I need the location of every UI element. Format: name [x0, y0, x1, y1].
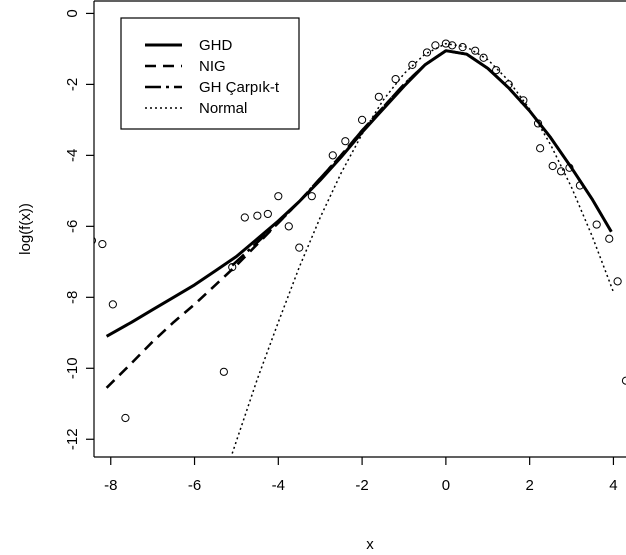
x-axis-title: x [366, 536, 374, 553]
observation-point [556, 167, 566, 176]
legend-label: Normal [199, 100, 247, 117]
y-tick-label: -6 [64, 220, 81, 233]
y-tick-label: -4 [64, 149, 81, 162]
y-axis-title: log(f(x)) [17, 203, 34, 255]
observation-point [441, 39, 450, 48]
observation-point [431, 41, 440, 50]
series-layer [105, 42, 615, 454]
observation-point [605, 234, 614, 243]
observation-point [374, 92, 383, 101]
observation-point [219, 367, 228, 376]
observation-point [108, 300, 117, 309]
x-tick-label: -8 [104, 477, 117, 494]
observation-point [357, 115, 367, 124]
legend: GHD NIG GH Çarpık-t Normal [120, 17, 300, 130]
observation-point [504, 80, 513, 89]
observation-point [391, 74, 400, 84]
observation-point [263, 209, 272, 219]
observation-point [284, 222, 293, 231]
y-tick-label: -8 [64, 291, 81, 304]
x-tick-label: 4 [609, 477, 617, 494]
series-line-gh-arp-k-t [231, 49, 613, 267]
observation-point [328, 151, 337, 160]
observation-point [471, 46, 480, 55]
observation-point [274, 192, 283, 201]
observation-point [548, 161, 557, 171]
observation-point [98, 239, 107, 249]
y-tick-label: -2 [64, 78, 81, 91]
observation-point [492, 66, 501, 75]
legend-label: NIG [199, 58, 226, 75]
observation-point [228, 263, 237, 272]
observation-point [307, 192, 316, 201]
legend-box [120, 17, 300, 130]
observation-point [613, 277, 622, 286]
observation-point [94, 237, 97, 245]
legend-label: GH Çarpık-t [199, 79, 280, 96]
observation-point [621, 376, 626, 385]
observation-points [94, 39, 626, 423]
observation-point [592, 220, 601, 229]
observation-point [458, 43, 467, 52]
x-tick-label: -4 [272, 477, 285, 494]
y-tick-label: -12 [64, 428, 81, 450]
legend-label: GHD [199, 37, 233, 54]
x-axis: -8 -6 -4 -2 0 2 4 [104, 457, 618, 494]
observation-point [479, 53, 488, 62]
observation-point [341, 137, 350, 146]
observation-point [565, 163, 574, 172]
y-tick-label: 0 [64, 9, 81, 17]
observation-point [575, 181, 585, 190]
observation-point [519, 96, 528, 105]
x-tick-label: 0 [442, 477, 450, 494]
observation-point [533, 119, 543, 128]
x-tick-label: 2 [525, 477, 533, 494]
observation-point [121, 413, 130, 423]
observation-point [240, 213, 249, 222]
y-tick-label: -10 [64, 357, 81, 379]
observation-point [253, 211, 262, 220]
observation-point [448, 41, 457, 50]
observation-point [295, 243, 304, 252]
observation-point [422, 48, 432, 57]
x-tick-label: -6 [188, 477, 201, 494]
x-tick-label: -2 [355, 477, 368, 494]
observation-point [536, 144, 545, 153]
y-axis: 0 -2 -4 -6 -8 -10 -12 [64, 9, 94, 450]
observation-point [408, 60, 417, 69]
